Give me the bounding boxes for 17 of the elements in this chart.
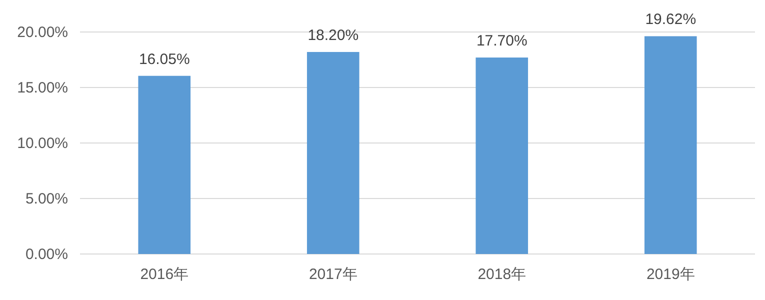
data-label: 18.20% bbox=[308, 26, 359, 44]
bar bbox=[476, 58, 528, 254]
y-tick-label: 0.00% bbox=[25, 246, 68, 263]
bar bbox=[644, 36, 697, 254]
x-tick-label: 2017年 bbox=[308, 266, 358, 283]
y-tick-label: 5.00% bbox=[25, 190, 68, 208]
data-label: 16.05% bbox=[138, 50, 190, 68]
x-tick-label: 2019年 bbox=[646, 266, 695, 283]
bar bbox=[306, 52, 360, 254]
y-tick-label: 20.00% bbox=[17, 24, 68, 41]
data-label: 19.62% bbox=[645, 11, 696, 28]
y-tick-label: 15.00% bbox=[17, 80, 68, 96]
data-label: 17.70% bbox=[476, 32, 528, 50]
x-tick-label: 2016年 bbox=[140, 266, 189, 283]
x-tick-label: 2018年 bbox=[478, 266, 526, 283]
bar bbox=[138, 76, 191, 254]
y-tick-label: 10.00% bbox=[17, 135, 68, 152]
